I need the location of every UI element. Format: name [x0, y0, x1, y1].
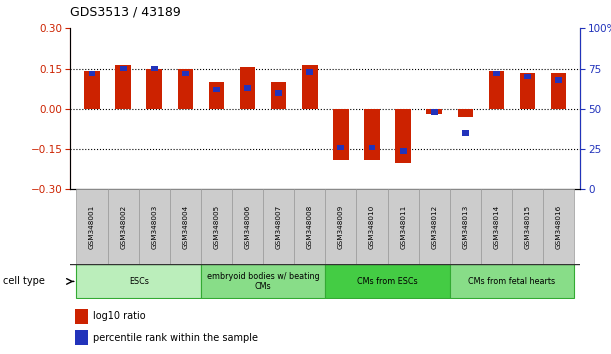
Bar [512, 189, 543, 264]
Bar [395, 109, 411, 162]
Text: GSM348012: GSM348012 [431, 205, 437, 249]
Bar [182, 70, 189, 76]
Bar [240, 67, 255, 109]
Bar [326, 264, 450, 298]
Bar [75, 309, 88, 324]
Bar [364, 109, 380, 160]
Text: GSM348016: GSM348016 [555, 205, 562, 249]
Text: ESCs: ESCs [129, 277, 148, 286]
Text: GSM348001: GSM348001 [89, 205, 95, 249]
Bar [244, 85, 251, 91]
Bar [326, 189, 356, 264]
Bar [400, 148, 406, 154]
Text: cell type: cell type [3, 276, 45, 286]
Bar [489, 71, 504, 109]
Text: GSM348015: GSM348015 [525, 205, 530, 249]
Bar [75, 330, 88, 345]
Text: GSM348003: GSM348003 [152, 205, 157, 249]
Bar [481, 189, 512, 264]
Text: GDS3513 / 43189: GDS3513 / 43189 [70, 6, 181, 19]
Text: embryoid bodies w/ beating
CMs: embryoid bodies w/ beating CMs [207, 272, 320, 291]
Bar [333, 109, 349, 160]
Text: GSM348010: GSM348010 [369, 205, 375, 249]
Bar [170, 189, 201, 264]
Bar [201, 264, 326, 298]
Bar [450, 264, 574, 298]
Bar [89, 70, 95, 76]
Bar [201, 189, 232, 264]
Text: GSM348009: GSM348009 [338, 205, 344, 249]
Bar [139, 189, 170, 264]
Bar [263, 189, 295, 264]
Text: GSM348002: GSM348002 [120, 205, 126, 249]
Bar [302, 64, 318, 109]
Bar [368, 145, 375, 150]
Text: GSM348004: GSM348004 [182, 205, 188, 249]
Bar [462, 130, 469, 136]
Bar [276, 90, 282, 96]
Bar [387, 189, 419, 264]
Bar [295, 189, 326, 264]
Bar [213, 87, 220, 92]
Text: GSM348013: GSM348013 [463, 205, 469, 249]
Bar [458, 109, 473, 117]
Bar [209, 82, 224, 109]
Bar [493, 70, 500, 76]
Bar [543, 189, 574, 264]
Bar [356, 189, 387, 264]
Text: GSM348014: GSM348014 [494, 205, 499, 249]
Bar [178, 69, 193, 109]
Bar [147, 69, 162, 109]
Bar [151, 66, 158, 72]
Text: GSM348008: GSM348008 [307, 205, 313, 249]
Text: percentile rank within the sample: percentile rank within the sample [93, 332, 258, 343]
Bar [555, 77, 562, 83]
Bar [419, 189, 450, 264]
Bar [450, 189, 481, 264]
Bar [306, 69, 313, 75]
Bar [232, 189, 263, 264]
Bar [108, 189, 139, 264]
Text: CMs from fetal hearts: CMs from fetal hearts [469, 277, 555, 286]
Bar [120, 66, 126, 72]
Bar [524, 74, 531, 79]
Bar [76, 264, 201, 298]
Bar [76, 189, 108, 264]
Bar [271, 82, 287, 109]
Bar [426, 109, 442, 114]
Text: log10 ratio: log10 ratio [93, 312, 146, 321]
Bar [115, 64, 131, 109]
Bar [84, 71, 100, 109]
Text: GSM348006: GSM348006 [244, 205, 251, 249]
Bar [337, 145, 345, 150]
Text: GSM348005: GSM348005 [213, 205, 219, 249]
Text: GSM348011: GSM348011 [400, 205, 406, 249]
Text: CMs from ESCs: CMs from ESCs [357, 277, 418, 286]
Bar [551, 73, 566, 109]
Bar [520, 73, 535, 109]
Bar [431, 109, 437, 115]
Text: GSM348007: GSM348007 [276, 205, 282, 249]
